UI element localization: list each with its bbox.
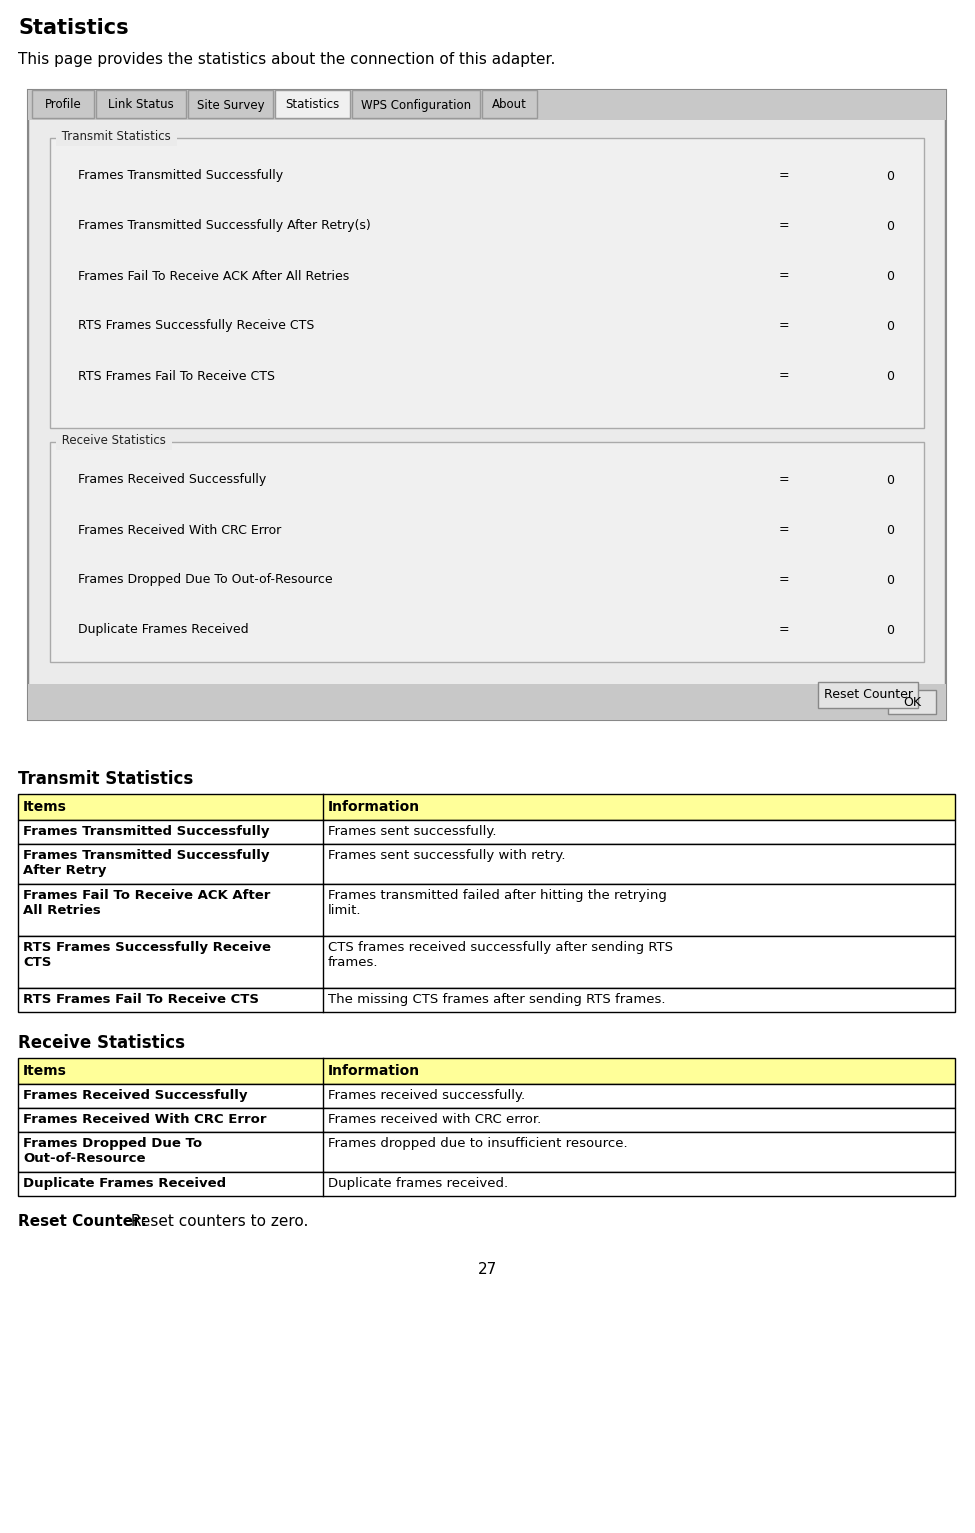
Text: =: =	[779, 319, 790, 333]
Text: 0: 0	[886, 624, 894, 636]
Text: Reset Counter: Reset Counter	[824, 688, 913, 702]
Text: Frames sent successfully with retry.: Frames sent successfully with retry.	[328, 849, 566, 862]
Text: OK: OK	[903, 696, 921, 708]
Bar	[50, 138, 924, 428]
Text: Items: Items	[23, 800, 67, 814]
Bar	[28, 90, 946, 721]
Text: Duplicate frames received.: Duplicate frames received.	[328, 1177, 508, 1190]
Text: 27: 27	[478, 1262, 497, 1277]
Text: Statistics: Statistics	[286, 98, 339, 112]
Text: Reset Counter:: Reset Counter:	[18, 1214, 147, 1229]
Bar	[18, 1108, 955, 1131]
Text: About: About	[492, 98, 526, 112]
Text: Frames dropped due to insufficient resource.: Frames dropped due to insufficient resou…	[328, 1137, 628, 1150]
Text: 0: 0	[886, 523, 894, 537]
Text: 0: 0	[886, 270, 894, 282]
Text: Frames Transmitted Successfully: Frames Transmitted Successfully	[78, 170, 283, 182]
Text: WPS Configuration: WPS Configuration	[361, 98, 471, 112]
Bar	[275, 90, 350, 118]
Text: Information: Information	[328, 800, 420, 814]
Bar	[18, 794, 955, 820]
Bar	[18, 845, 955, 885]
Text: RTS Frames Successfully Receive CTS: RTS Frames Successfully Receive CTS	[78, 319, 314, 333]
Text: Frames Received Successfully: Frames Received Successfully	[23, 1088, 248, 1102]
Text: Information: Information	[328, 1064, 420, 1078]
Text: Frames Fail To Receive ACK After All Retries: Frames Fail To Receive ACK After All Ret…	[78, 270, 349, 282]
Text: =: =	[779, 369, 790, 383]
Text: Transmit Statistics: Transmit Statistics	[58, 130, 175, 144]
Text: Frames Received With CRC Error: Frames Received With CRC Error	[78, 523, 281, 537]
Bar	[18, 1084, 955, 1108]
Text: Duplicate Frames Received: Duplicate Frames Received	[78, 624, 249, 636]
Text: CTS frames received successfully after sending RTS
frames.: CTS frames received successfully after s…	[328, 941, 673, 969]
Bar	[352, 90, 480, 118]
Text: Frames Transmitted Successfully
After Retry: Frames Transmitted Successfully After Re…	[23, 849, 269, 877]
Text: Frames Fail To Receive ACK After
All Retries: Frames Fail To Receive ACK After All Ret…	[23, 889, 270, 917]
Bar	[482, 90, 537, 118]
Text: =: =	[779, 270, 790, 282]
Text: Frames Received Successfully: Frames Received Successfully	[78, 474, 266, 486]
Text: Receive Statistics: Receive Statistics	[18, 1033, 185, 1052]
Text: Frames Transmitted Successfully: Frames Transmitted Successfully	[23, 825, 269, 839]
Text: =: =	[779, 573, 790, 587]
Text: RTS Frames Fail To Receive CTS: RTS Frames Fail To Receive CTS	[23, 993, 259, 1006]
Text: Duplicate Frames Received: Duplicate Frames Received	[23, 1177, 226, 1190]
Text: 0: 0	[886, 474, 894, 486]
Text: 0: 0	[886, 369, 894, 383]
Bar	[30, 120, 944, 684]
Bar	[32, 90, 94, 118]
Bar	[28, 684, 946, 721]
Text: Items: Items	[23, 1064, 67, 1078]
Text: Site Survey: Site Survey	[197, 98, 264, 112]
Text: Receive Statistics: Receive Statistics	[58, 434, 170, 448]
Bar	[888, 690, 936, 714]
Text: Profile: Profile	[45, 98, 81, 112]
Text: =: =	[779, 624, 790, 636]
Text: Frames Dropped Due To
Out-of-Resource: Frames Dropped Due To Out-of-Resource	[23, 1137, 202, 1165]
Text: Frames received successfully.: Frames received successfully.	[328, 1088, 526, 1102]
Text: Frames transmitted failed after hitting the retrying
limit.: Frames transmitted failed after hitting …	[328, 889, 667, 917]
Bar	[18, 937, 955, 987]
Text: Frames received with CRC error.: Frames received with CRC error.	[328, 1113, 541, 1127]
Text: 0: 0	[886, 219, 894, 233]
Bar	[28, 90, 946, 120]
Bar	[18, 885, 955, 937]
Text: This page provides the statistics about the connection of this adapter.: This page provides the statistics about …	[18, 52, 556, 67]
Bar	[18, 1131, 955, 1173]
Text: Reset counters to zero.: Reset counters to zero.	[126, 1214, 308, 1229]
Text: Transmit Statistics: Transmit Statistics	[18, 770, 193, 788]
Bar	[18, 1173, 955, 1196]
Text: =: =	[779, 219, 790, 233]
Text: 0: 0	[886, 319, 894, 333]
Text: =: =	[779, 474, 790, 486]
Bar	[50, 442, 924, 662]
Text: Frames Dropped Due To Out-of-Resource: Frames Dropped Due To Out-of-Resource	[78, 573, 332, 587]
Text: =: =	[779, 170, 790, 182]
Bar	[818, 682, 918, 708]
Text: RTS Frames Successfully Receive
CTS: RTS Frames Successfully Receive CTS	[23, 941, 271, 969]
Text: Statistics: Statistics	[18, 18, 129, 38]
Text: =: =	[779, 523, 790, 537]
Bar	[18, 820, 955, 845]
Text: Frames sent successfully.: Frames sent successfully.	[328, 825, 496, 839]
Text: Frames Received With CRC Error: Frames Received With CRC Error	[23, 1113, 266, 1127]
Text: The missing CTS frames after sending RTS frames.: The missing CTS frames after sending RTS…	[328, 993, 666, 1006]
Text: 0: 0	[886, 170, 894, 182]
Bar	[18, 1058, 955, 1084]
Bar	[18, 987, 955, 1012]
Text: Frames Transmitted Successfully After Retry(s): Frames Transmitted Successfully After Re…	[78, 219, 370, 233]
Text: RTS Frames Fail To Receive CTS: RTS Frames Fail To Receive CTS	[78, 369, 275, 383]
Bar	[188, 90, 273, 118]
Text: 0: 0	[886, 573, 894, 587]
Text: Link Status: Link Status	[108, 98, 174, 112]
Bar	[96, 90, 186, 118]
